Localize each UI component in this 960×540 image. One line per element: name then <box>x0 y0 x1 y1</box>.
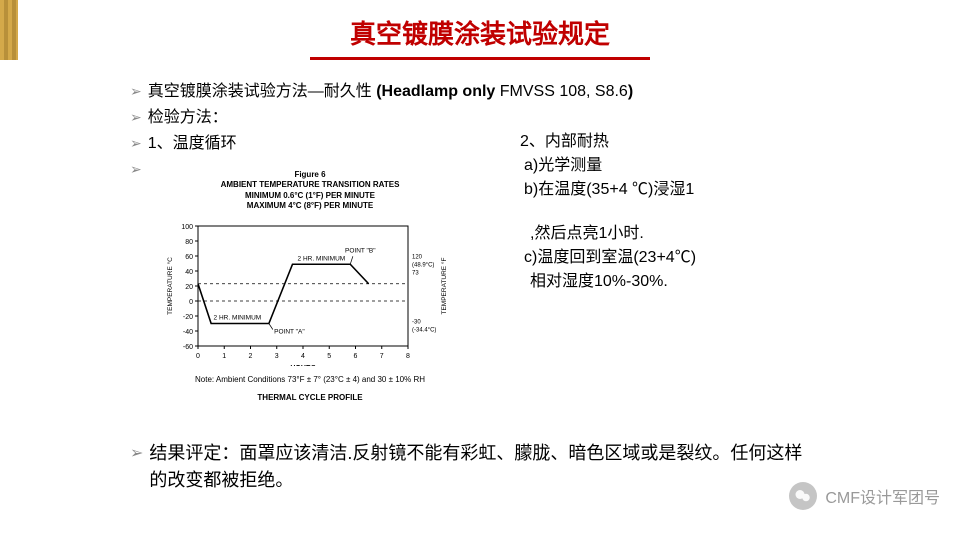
bullet-icon: ➢ <box>130 106 142 130</box>
bullet-text: 真空镀膜涂装试验方法—耐久性 (Headlamp only FMVSS 108,… <box>148 80 633 104</box>
svg-text:73: 73 <box>412 270 419 276</box>
svg-text:80: 80 <box>185 239 193 246</box>
wechat-icon <box>789 482 817 510</box>
right-line: 相对湿度10%-30%. <box>520 270 696 294</box>
chart-figure: Figure 6 AMBIENT TEMPERATURE TRANSITION … <box>160 170 460 405</box>
svg-text:(-34.4°C): (-34.4°C) <box>412 327 436 333</box>
svg-text:-20: -20 <box>183 314 193 321</box>
bullet-text: 检验方法： <box>148 106 228 130</box>
title-underline <box>310 57 650 60</box>
svg-text:-40: -40 <box>183 329 193 336</box>
svg-text:-30: -30 <box>412 319 421 325</box>
right-line <box>520 202 696 222</box>
chart-header: Figure 6 AMBIENT TEMPERATURE TRANSITION … <box>160 170 460 212</box>
bullet-text <box>148 158 152 182</box>
result-block: ➢ 结果评定：面罩应该清洁.反射镜不能有彩虹、朦胧、暗色区域或是裂纹。任何这样的… <box>130 440 810 496</box>
bullet-line-2: ➢ 检验方法： <box>130 106 870 130</box>
svg-text:POINT "B": POINT "B" <box>345 247 376 254</box>
right-column: 2、内部耐热 a)光学测量 b)在温度(35+4 ℃)浸湿1 ,然后点亮1小时.… <box>520 130 696 294</box>
svg-text:20: 20 <box>185 284 193 291</box>
svg-text:TEMPERATURE °F: TEMPERATURE °F <box>440 257 448 314</box>
chart-note: Note: Ambient Conditions 73°F ± 7° (23°C… <box>160 374 460 406</box>
watermark: CMF设计军团号 <box>789 482 940 510</box>
svg-text:2 HR. MINIMUM: 2 HR. MINIMUM <box>214 314 262 321</box>
bullet-icon: ➢ <box>130 158 142 182</box>
svg-text:120: 120 <box>412 254 423 260</box>
svg-text:60: 60 <box>185 254 193 261</box>
right-line: b)在温度(35+4 ℃)浸湿1 <box>520 178 696 202</box>
bullet-line-3: ➢ 1、温度循环 <box>130 132 870 156</box>
bullet-line-1: ➢ 真空镀膜涂装试验方法—耐久性 (Headlamp only FMVSS 10… <box>130 80 870 104</box>
bullet-icon: ➢ <box>130 80 142 104</box>
right-line: ,然后点亮1小时. <box>520 222 696 246</box>
bullet-text: 1、温度循环 <box>148 132 237 156</box>
svg-text:-60: -60 <box>183 344 193 351</box>
svg-text:TEMPERATURE °C: TEMPERATURE °C <box>166 256 174 314</box>
decorative-stripe <box>0 0 18 60</box>
watermark-text: CMF设计军团号 <box>825 484 940 508</box>
svg-text:40: 40 <box>185 269 193 276</box>
svg-text:2 HR. MINIMUM: 2 HR. MINIMUM <box>298 255 346 262</box>
svg-text:2: 2 <box>249 353 253 360</box>
result-text: 结果评定：面罩应该清洁.反射镜不能有彩虹、朦胧、暗色区域或是裂纹。任何这样的改变… <box>149 440 810 494</box>
svg-text:1: 1 <box>222 353 226 360</box>
svg-text:0: 0 <box>189 299 193 306</box>
svg-text:6: 6 <box>354 353 358 360</box>
right-line: a)光学测量 <box>520 154 696 178</box>
svg-text:HOURS: HOURS <box>290 365 316 366</box>
page-title: 真空镀膜涂装试验规定 <box>0 0 960 51</box>
svg-text:POINT "A": POINT "A" <box>274 328 305 335</box>
content-block: ➢ 真空镀膜涂装试验方法—耐久性 (Headlamp only FMVSS 10… <box>130 80 870 184</box>
bullet-icon: ➢ <box>130 132 142 156</box>
right-line: 2、内部耐热 <box>520 130 696 154</box>
svg-text:0: 0 <box>196 353 200 360</box>
svg-text:4: 4 <box>301 353 305 360</box>
svg-text:3: 3 <box>275 353 279 360</box>
svg-text:100: 100 <box>181 224 193 231</box>
svg-text:8: 8 <box>406 353 410 360</box>
svg-text:5: 5 <box>327 353 331 360</box>
chart-plot: 100806040200-20-40-600123456782 HR. MINI… <box>160 216 460 366</box>
svg-text:7: 7 <box>380 353 384 360</box>
svg-text:(48.9°C): (48.9°C) <box>412 262 434 268</box>
bullet-icon: ➢ <box>130 440 143 467</box>
right-line: c)温度回到室温(23+4℃) <box>520 246 696 270</box>
